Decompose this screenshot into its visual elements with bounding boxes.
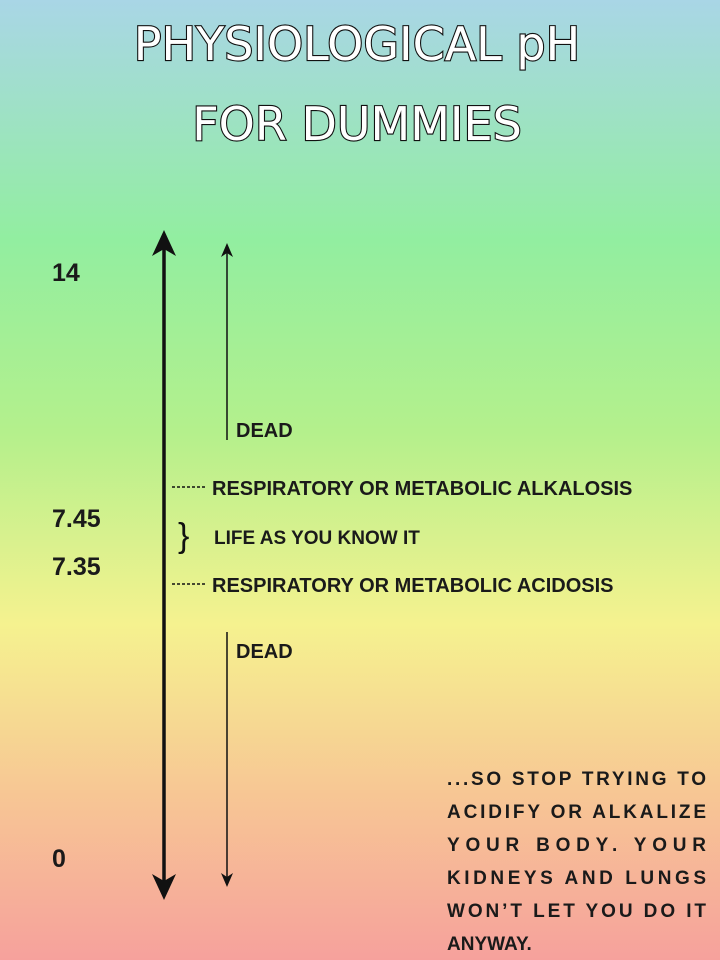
note-line: ...SO STOP TRYING TO — [447, 769, 706, 790]
scale-label: 7.45 — [52, 505, 101, 533]
scale-label: 0 — [52, 845, 66, 873]
arrowhead — [221, 873, 233, 887]
arrowhead — [152, 874, 176, 900]
zone-label: RESPIRATORY OR METABOLIC ACIDOSIS — [212, 575, 614, 597]
arrowhead — [221, 243, 233, 257]
upper-arrow — [221, 243, 233, 440]
zone-label: RESPIRATORY OR METABOLIC ALKALOSIS — [212, 478, 632, 500]
title-line: FOR DUMMIES — [192, 97, 522, 151]
title-line: PHYSIOLOGICAL pH — [134, 17, 580, 71]
scale-label: 7.35 — [52, 553, 101, 581]
note-line: YOUR BODY. YOUR — [447, 835, 706, 856]
zone-label: LIFE AS YOU KNOW IT — [214, 528, 420, 549]
note-line: KIDNEYS AND LUNGS — [447, 868, 706, 889]
brace: } — [178, 517, 189, 555]
lower-arrow — [221, 632, 233, 887]
zone-label: DEAD — [236, 641, 293, 663]
arrowhead — [152, 230, 176, 256]
zone-label: DEAD — [236, 420, 293, 442]
main-axis — [152, 230, 176, 900]
scale-label: 14 — [52, 259, 80, 287]
note-line: ANYWAY. — [447, 934, 532, 955]
